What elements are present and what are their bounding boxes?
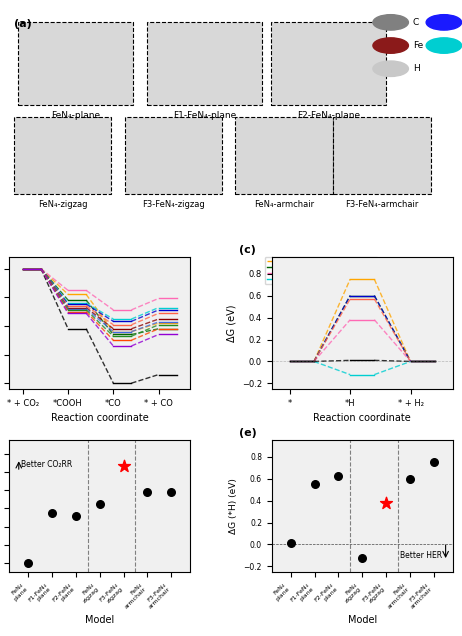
Point [120,460,127,471]
Bar [147,22,262,106]
Bar [333,117,431,194]
Y-axis label: ΔG (*H) (eV): ΔG (*H) (eV) [229,478,238,534]
Point [287,538,294,548]
Text: F3-FeN₄-zigzag: F3-FeN₄-zigzag [142,200,205,209]
Text: (c): (c) [239,245,256,254]
Text: Better CO₂RR: Better CO₂RR [21,460,73,469]
X-axis label: Model: Model [347,615,377,625]
Text: (a): (a) [14,18,31,29]
Y-axis label: ΔG (eV): ΔG (eV) [226,304,237,342]
Bar [18,22,134,106]
Bar [236,117,333,194]
Legend: F3-FeN₄-armchair, FeN₄-armchair, F3-FeN₄-zigzag, FeN₄-zigzag, F2-FeN₄-plane, F1-: F3-FeN₄-armchair, FeN₄-armchair, F3-FeN₄… [265,258,377,284]
Point [335,471,342,481]
Circle shape [426,15,462,30]
X-axis label: Reaction coordinate: Reaction coordinate [313,413,411,423]
Point [430,457,438,467]
Text: Fe: Fe [413,41,423,50]
X-axis label: Reaction coordinate: Reaction coordinate [51,413,149,423]
Text: C: C [413,18,419,27]
Circle shape [373,38,408,53]
Text: (e): (e) [239,427,257,438]
Text: H: H [413,64,419,73]
Point [24,558,32,568]
Point [168,487,175,497]
Bar [125,117,222,194]
Point [144,487,151,497]
X-axis label: Model: Model [85,615,115,625]
Point [406,474,413,484]
Text: FeN₄-plane: FeN₄-plane [51,111,100,120]
Point [49,508,56,518]
Bar [14,117,111,194]
Circle shape [373,15,408,30]
Circle shape [373,61,408,76]
Text: Better HER: Better HER [401,551,443,560]
Circle shape [426,38,462,53]
Text: F3-FeN₄-armchair: F3-FeN₄-armchair [345,200,419,209]
Text: FeN₄-armchair: FeN₄-armchair [254,200,314,209]
Point [383,498,390,508]
Text: FeN₄-zigzag: FeN₄-zigzag [38,200,87,209]
Point [311,479,318,489]
Text: F2-FeN₄-plane: F2-FeN₄-plane [297,111,360,120]
Bar [271,22,386,106]
Point [72,511,79,521]
Point [359,553,366,563]
Point [96,499,103,509]
Text: F1-FeN₄-plane: F1-FeN₄-plane [173,111,236,120]
